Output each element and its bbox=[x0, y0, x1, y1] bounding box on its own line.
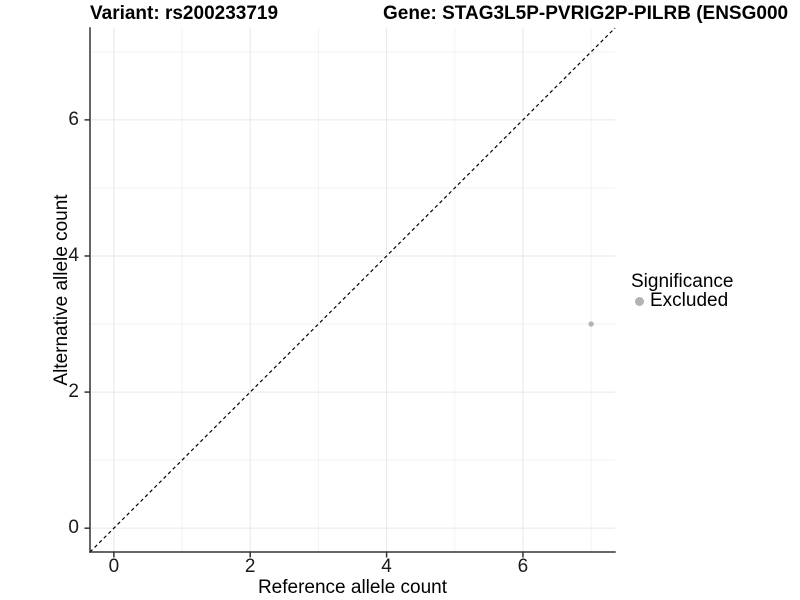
x-tick-label: 6 bbox=[517, 556, 529, 577]
y-tick-label: 6 bbox=[68, 108, 79, 130]
variant-title: Variant: rs200233719 bbox=[90, 3, 279, 24]
legend: Significance Excluded bbox=[631, 271, 734, 311]
gene-title: Gene: STAG3L5P-PVRIG2P-PILRB (ENSG000 bbox=[383, 3, 789, 24]
y-axis-title: Alternative allele count bbox=[51, 194, 72, 386]
x-tick-label: 0 bbox=[108, 556, 120, 577]
legend-label: Excluded bbox=[650, 290, 729, 311]
y-tick-label: 0 bbox=[68, 517, 79, 539]
excluded-marker-icon bbox=[635, 296, 644, 306]
y-tick-label: 4 bbox=[68, 244, 79, 266]
x-tick-label: 4 bbox=[381, 556, 392, 577]
legend-key bbox=[633, 295, 646, 308]
y-tick-label: 2 bbox=[68, 381, 79, 403]
data-point bbox=[588, 321, 594, 327]
legend-title: Significance bbox=[631, 271, 734, 292]
identity-reference-line bbox=[89, 27, 616, 553]
x-tick-label: 2 bbox=[244, 556, 256, 577]
legend-entry: Excluded bbox=[631, 290, 733, 311]
x-axis-title: Reference allele count bbox=[257, 577, 448, 598]
